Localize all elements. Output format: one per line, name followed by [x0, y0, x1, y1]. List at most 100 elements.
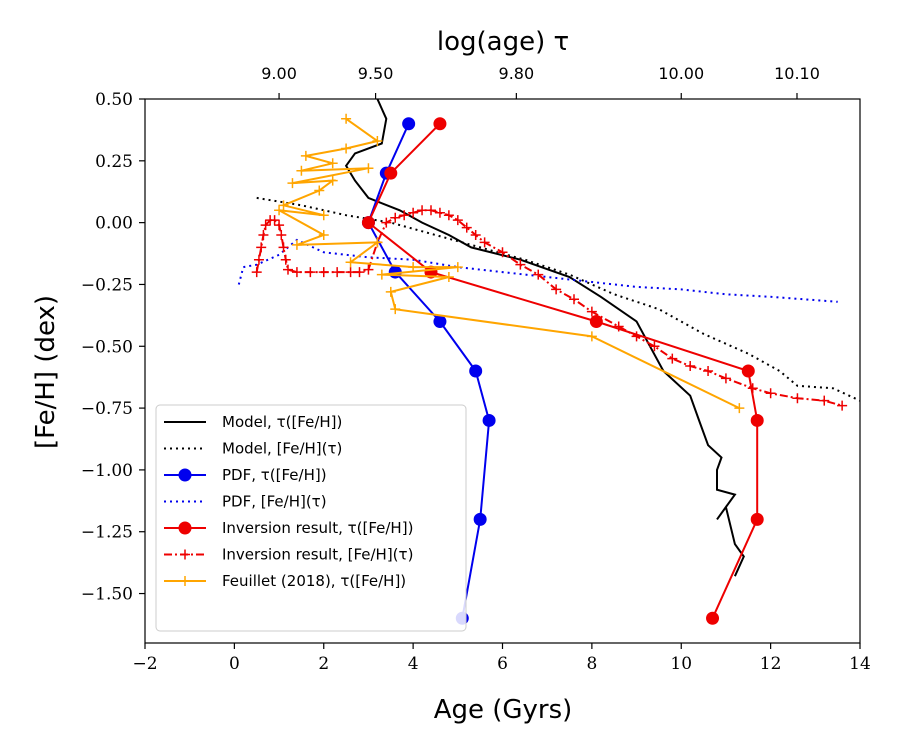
x-tick-label-8: 12 [760, 654, 782, 674]
series-6-point-21 [381, 217, 392, 228]
x-tick-label-4: 4 [408, 654, 419, 674]
series-6-point-11 [280, 254, 291, 265]
x-tick-label-5: 6 [497, 654, 508, 674]
series-6-point-49 [819, 395, 830, 406]
x-tick-label-2: 0 [229, 654, 240, 674]
series-1-group [344, 99, 745, 577]
series-6-point-2 [253, 254, 264, 265]
legend-marker-6 [180, 549, 190, 560]
series-6-point-33 [497, 247, 508, 258]
series-3-point-5 [433, 315, 447, 329]
series-1-line [344, 99, 745, 577]
series-7-point-15 [291, 239, 302, 250]
series-5-point-6 [741, 364, 755, 378]
series-5-point-8 [750, 512, 764, 526]
x-tick-label-6: 8 [586, 654, 597, 674]
series-7-point-5 [327, 158, 338, 169]
legend-label-3: PDF, τ([Fe/H]) [222, 466, 327, 484]
series-5-point-7 [750, 413, 764, 427]
series-7-point-4 [300, 150, 311, 161]
series-5-point-3 [361, 216, 375, 230]
series-6-point-12 [283, 264, 293, 275]
series-6-point-4 [258, 230, 269, 240]
top-tick-label-3: 9.80 [499, 64, 535, 83]
series-5-point-9 [706, 611, 720, 625]
legend-marker-5 [178, 521, 192, 535]
series-6-point-45 [720, 373, 731, 384]
top-axis-title: log(age) τ [437, 27, 569, 57]
x-axis-title: Age (Gyrs) [434, 695, 573, 725]
series-7-point-20 [376, 269, 387, 280]
series-2-group [256, 196, 860, 402]
y-axis-title: [Fe/H] (dex) [31, 295, 61, 449]
series-6-point-24 [408, 207, 419, 218]
series-6-point-7 [269, 215, 280, 226]
y-tick-label-8: −1.25 [81, 523, 133, 543]
series-7-point-18 [408, 262, 419, 273]
series-7-point-2 [372, 136, 383, 147]
series-7-point-16 [372, 237, 383, 248]
series-6-point-22 [390, 212, 401, 223]
series-3-point-7 [482, 413, 496, 427]
series-6-point-37 [569, 294, 579, 305]
series-6-point-19 [363, 264, 374, 275]
top-tick-label-2: 9.50 [358, 64, 394, 83]
series-7-point-11 [278, 200, 289, 211]
legend-label-1: Model, τ([Fe/H]) [222, 413, 342, 431]
series-6-point-26 [426, 205, 436, 216]
legend-marker-3 [178, 468, 192, 482]
series-7-point-19 [452, 262, 463, 273]
legend-label-6: Inversion result, [Fe/H](τ) [222, 546, 413, 564]
series-6-point-31 [470, 230, 481, 240]
series-7-point-9 [327, 175, 338, 186]
series-7-point-8 [287, 178, 298, 189]
series-6-point-36 [551, 284, 562, 295]
series-7-point-17 [345, 257, 356, 268]
legend-label-2: Model, [Fe/H](τ) [222, 440, 342, 458]
series-6-point-44 [703, 366, 714, 376]
y-tick-label-5: −0.50 [81, 337, 133, 357]
series-6-point-35 [533, 269, 544, 280]
series-6-point-34 [515, 259, 526, 270]
series-6-point-14 [305, 267, 316, 278]
x-tick-label-3: 2 [318, 654, 329, 674]
series-7-point-22 [385, 286, 396, 297]
legend-label-4: PDF, [Fe/H](τ) [222, 493, 327, 511]
series-7-point-3 [341, 143, 352, 154]
series-3-point-1 [402, 117, 416, 131]
legend-label-7: Feuillet (2018), τ([Fe/H]) [222, 572, 406, 590]
series-6-point-8 [274, 220, 285, 231]
series-6-point-30 [461, 222, 472, 233]
y-tick-label-9: −1.50 [81, 585, 133, 605]
series-7-point-25 [734, 403, 745, 414]
series-6-point-18 [354, 267, 365, 278]
series-6-point-25 [417, 205, 428, 216]
series-6-point-39 [613, 321, 624, 332]
series-6-point-13 [291, 267, 302, 278]
series-6-point-48 [792, 393, 803, 404]
series-6-point-29 [452, 215, 463, 226]
chart-axes: −2 0 2 4 6 8 10 12 14 0.50 0.25 0.00 −0.25 −0.50 −0.75… [81, 64, 871, 674]
x-tick-label-7: 10 [670, 654, 692, 674]
y-tick-label-2: 0.25 [95, 152, 133, 172]
series-7-group [274, 113, 745, 414]
series-6-point-3 [256, 242, 267, 253]
top-tick-label-4: 10.00 [658, 64, 704, 83]
y-tick-label-3: 0.00 [95, 214, 133, 234]
series-3-point-8 [473, 512, 487, 526]
series-5-group [361, 117, 764, 625]
series-5-point-2 [384, 166, 398, 180]
series-7-point-1 [341, 113, 352, 124]
series-7-point-21 [443, 272, 454, 283]
legend-label-5: Inversion result, τ([Fe/H]) [222, 519, 413, 537]
series-2-line [256, 196, 860, 402]
series-7-point-7 [363, 163, 374, 174]
series-5-point-1 [433, 117, 447, 131]
series-6-point-5 [260, 220, 271, 231]
series-7-point-12 [318, 210, 329, 221]
series-6-point-43 [685, 361, 696, 372]
series-6-point-40 [631, 331, 642, 342]
series-6-point-17 [345, 267, 356, 278]
series-6-point-10 [278, 242, 289, 253]
